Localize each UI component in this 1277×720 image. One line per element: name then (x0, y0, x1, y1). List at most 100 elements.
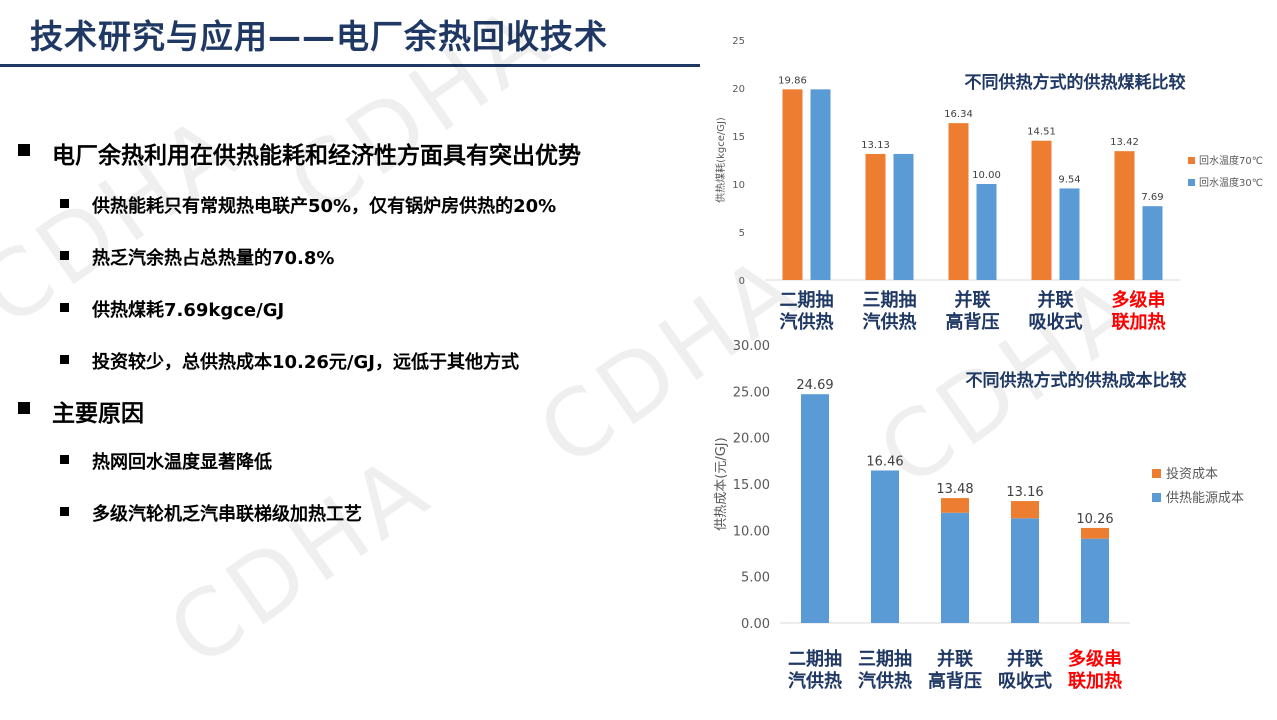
bullet-item: 热乏汽余热占总热量的70.8% (18, 244, 708, 270)
chart-title: 不同供热方式的供热成本比较 (966, 370, 1187, 391)
y-tick-label: 0 (739, 276, 745, 287)
y-tick-label: 15.00 (733, 478, 770, 493)
bullet-square-icon (60, 455, 69, 464)
y-tick-label: 5 (739, 228, 745, 239)
title-underline (0, 64, 700, 67)
bullet-item: 供热煤耗7.69kgce/GJ (18, 296, 708, 322)
bar-segment (1081, 538, 1109, 623)
y-tick-label: 25.00 (733, 385, 770, 400)
bullet-list: 电厂余热利用在供热能耗和经济性方面具有突出优势 供热能耗只有常规热电联产50%，… (18, 136, 708, 552)
bullet-square-icon (60, 199, 69, 208)
y-tick-label: 20.00 (733, 432, 770, 447)
bullet-square-icon (60, 507, 69, 516)
category-label: 高背压 (946, 311, 1000, 333)
category-label: 并联 (937, 648, 973, 670)
bullet-text: 多级汽轮机乏汽串联梯级加热工艺 (92, 504, 362, 525)
legend-label: 供热能源成本 (1166, 491, 1244, 506)
bar-segment (941, 498, 969, 513)
bar (865, 153, 886, 280)
data-label: 9.54 (1058, 174, 1080, 185)
data-label: 10.00 (972, 170, 1001, 181)
bullet-text: 热乏汽余热占总热量的70.8% (92, 248, 335, 269)
bullet-item: 供热能耗只有常规热电联产50%，仅有锅炉房供热的20% (18, 192, 708, 218)
category-label: 并联 (1038, 289, 1074, 311)
category-label: 汽供热 (863, 311, 917, 333)
total-label: 24.69 (796, 378, 833, 393)
y-tick-label: 20 (732, 84, 745, 95)
y-axis-label: 供热煤耗(kgce/GJ) (714, 117, 727, 203)
bullet-square-icon (18, 144, 30, 156)
bar (1059, 188, 1080, 280)
bullet-square-icon (60, 251, 69, 260)
y-tick-label: 15 (732, 132, 745, 143)
category-label: 高背压 (928, 670, 982, 692)
y-tick-label: 5.00 (741, 571, 770, 586)
category-label: 汽供热 (858, 670, 912, 692)
bullet-text: 电厂余热利用在供热能耗和经济性方面具有突出优势 (52, 143, 581, 169)
category-label: 二期抽 (780, 289, 834, 311)
bullet-item: 热网回水温度显著降低 (18, 448, 708, 474)
bullet-square-icon (18, 402, 30, 414)
legend-swatch (1188, 157, 1195, 164)
legend-swatch (1152, 493, 1161, 502)
bullet-text: 供热煤耗7.69kgce/GJ (92, 300, 285, 321)
bar-segment (1011, 501, 1039, 519)
bullet-item: 电厂余热利用在供热能耗和经济性方面具有突出优势 (18, 136, 708, 170)
category-label: 吸收式 (1029, 311, 1083, 333)
bar (1114, 151, 1135, 280)
legend-label: 回水温度30℃ (1199, 176, 1263, 189)
category-label: 三期抽 (863, 289, 917, 311)
data-label: 7.69 (1141, 192, 1163, 203)
category-label: 多级串 (1068, 648, 1122, 670)
bullet-text: 热网回水温度显著降低 (92, 452, 272, 473)
legend-swatch (1152, 469, 1161, 478)
chart-title: 不同供热方式的供热煤耗比较 (965, 72, 1186, 93)
legend-label: 投资成本 (1166, 466, 1218, 482)
bar (1142, 206, 1163, 280)
bullet-text: 主要原因 (52, 401, 144, 427)
total-label: 10.26 (1076, 512, 1113, 527)
category-label: 三期抽 (858, 648, 912, 670)
data-label: 19.86 (778, 75, 807, 86)
y-tick-label: 0.00 (741, 617, 770, 632)
category-label: 并联 (955, 289, 991, 311)
y-tick-label: 30.00 (733, 339, 770, 354)
bullet-item: 多级汽轮机乏汽串联梯级加热工艺 (18, 500, 708, 526)
y-tick-label: 25 (732, 36, 745, 47)
bar (893, 153, 914, 280)
y-axis-label: 供热成本(元/GJ) (714, 437, 729, 530)
data-label: 16.34 (944, 109, 973, 120)
bullet-item: 投资较少，总供热成本10.26元/GJ，远低于其他方式 (18, 348, 708, 374)
bullet-item: 主要原因 (18, 394, 708, 428)
coal-consumption-chart: 0 5 10 15 20 25 供热煤耗(kgce/GJ) 不同供热方式的供热煤耗比较 19.8… (714, 36, 1263, 333)
bar (810, 89, 831, 281)
bar (1031, 140, 1052, 280)
data-label: 13.13 (861, 140, 890, 151)
y-tick-label: 10.00 (733, 524, 770, 539)
bar-segment (1081, 527, 1109, 539)
bar (782, 89, 803, 281)
bar-segment (941, 512, 969, 623)
category-label: 多级串 (1112, 289, 1166, 311)
slide-title: 技术研究与应用——电厂余热回收技术 (30, 17, 608, 56)
category-label: 联加热 (1112, 311, 1166, 333)
total-label: 16.46 (866, 454, 903, 469)
category-label: 联加热 (1068, 670, 1122, 692)
y-tick-label: 10 (732, 180, 745, 191)
bar-segment (871, 470, 899, 623)
category-label: 吸收式 (998, 670, 1052, 692)
bullet-text: 投资较少，总供热成本10.26元/GJ，远低于其他方式 (92, 352, 519, 373)
legend-swatch (1188, 179, 1195, 186)
bar (948, 123, 969, 280)
category-label: 并联 (1007, 648, 1043, 670)
legend-label: 回水温度70℃ (1199, 154, 1263, 167)
bullet-square-icon (60, 303, 69, 312)
data-label: 13.42 (1110, 137, 1139, 148)
bar-segment (1011, 518, 1039, 623)
total-label: 13.48 (936, 482, 973, 497)
bullet-square-icon (60, 355, 69, 364)
data-label: 14.51 (1027, 127, 1056, 138)
total-label: 13.16 (1006, 485, 1043, 500)
heating-cost-chart: 0.00 5.00 10.00 15.00 20.00 25.00 30.00 供热成本(元/… (714, 339, 1244, 692)
category-label: 汽供热 (788, 670, 842, 692)
